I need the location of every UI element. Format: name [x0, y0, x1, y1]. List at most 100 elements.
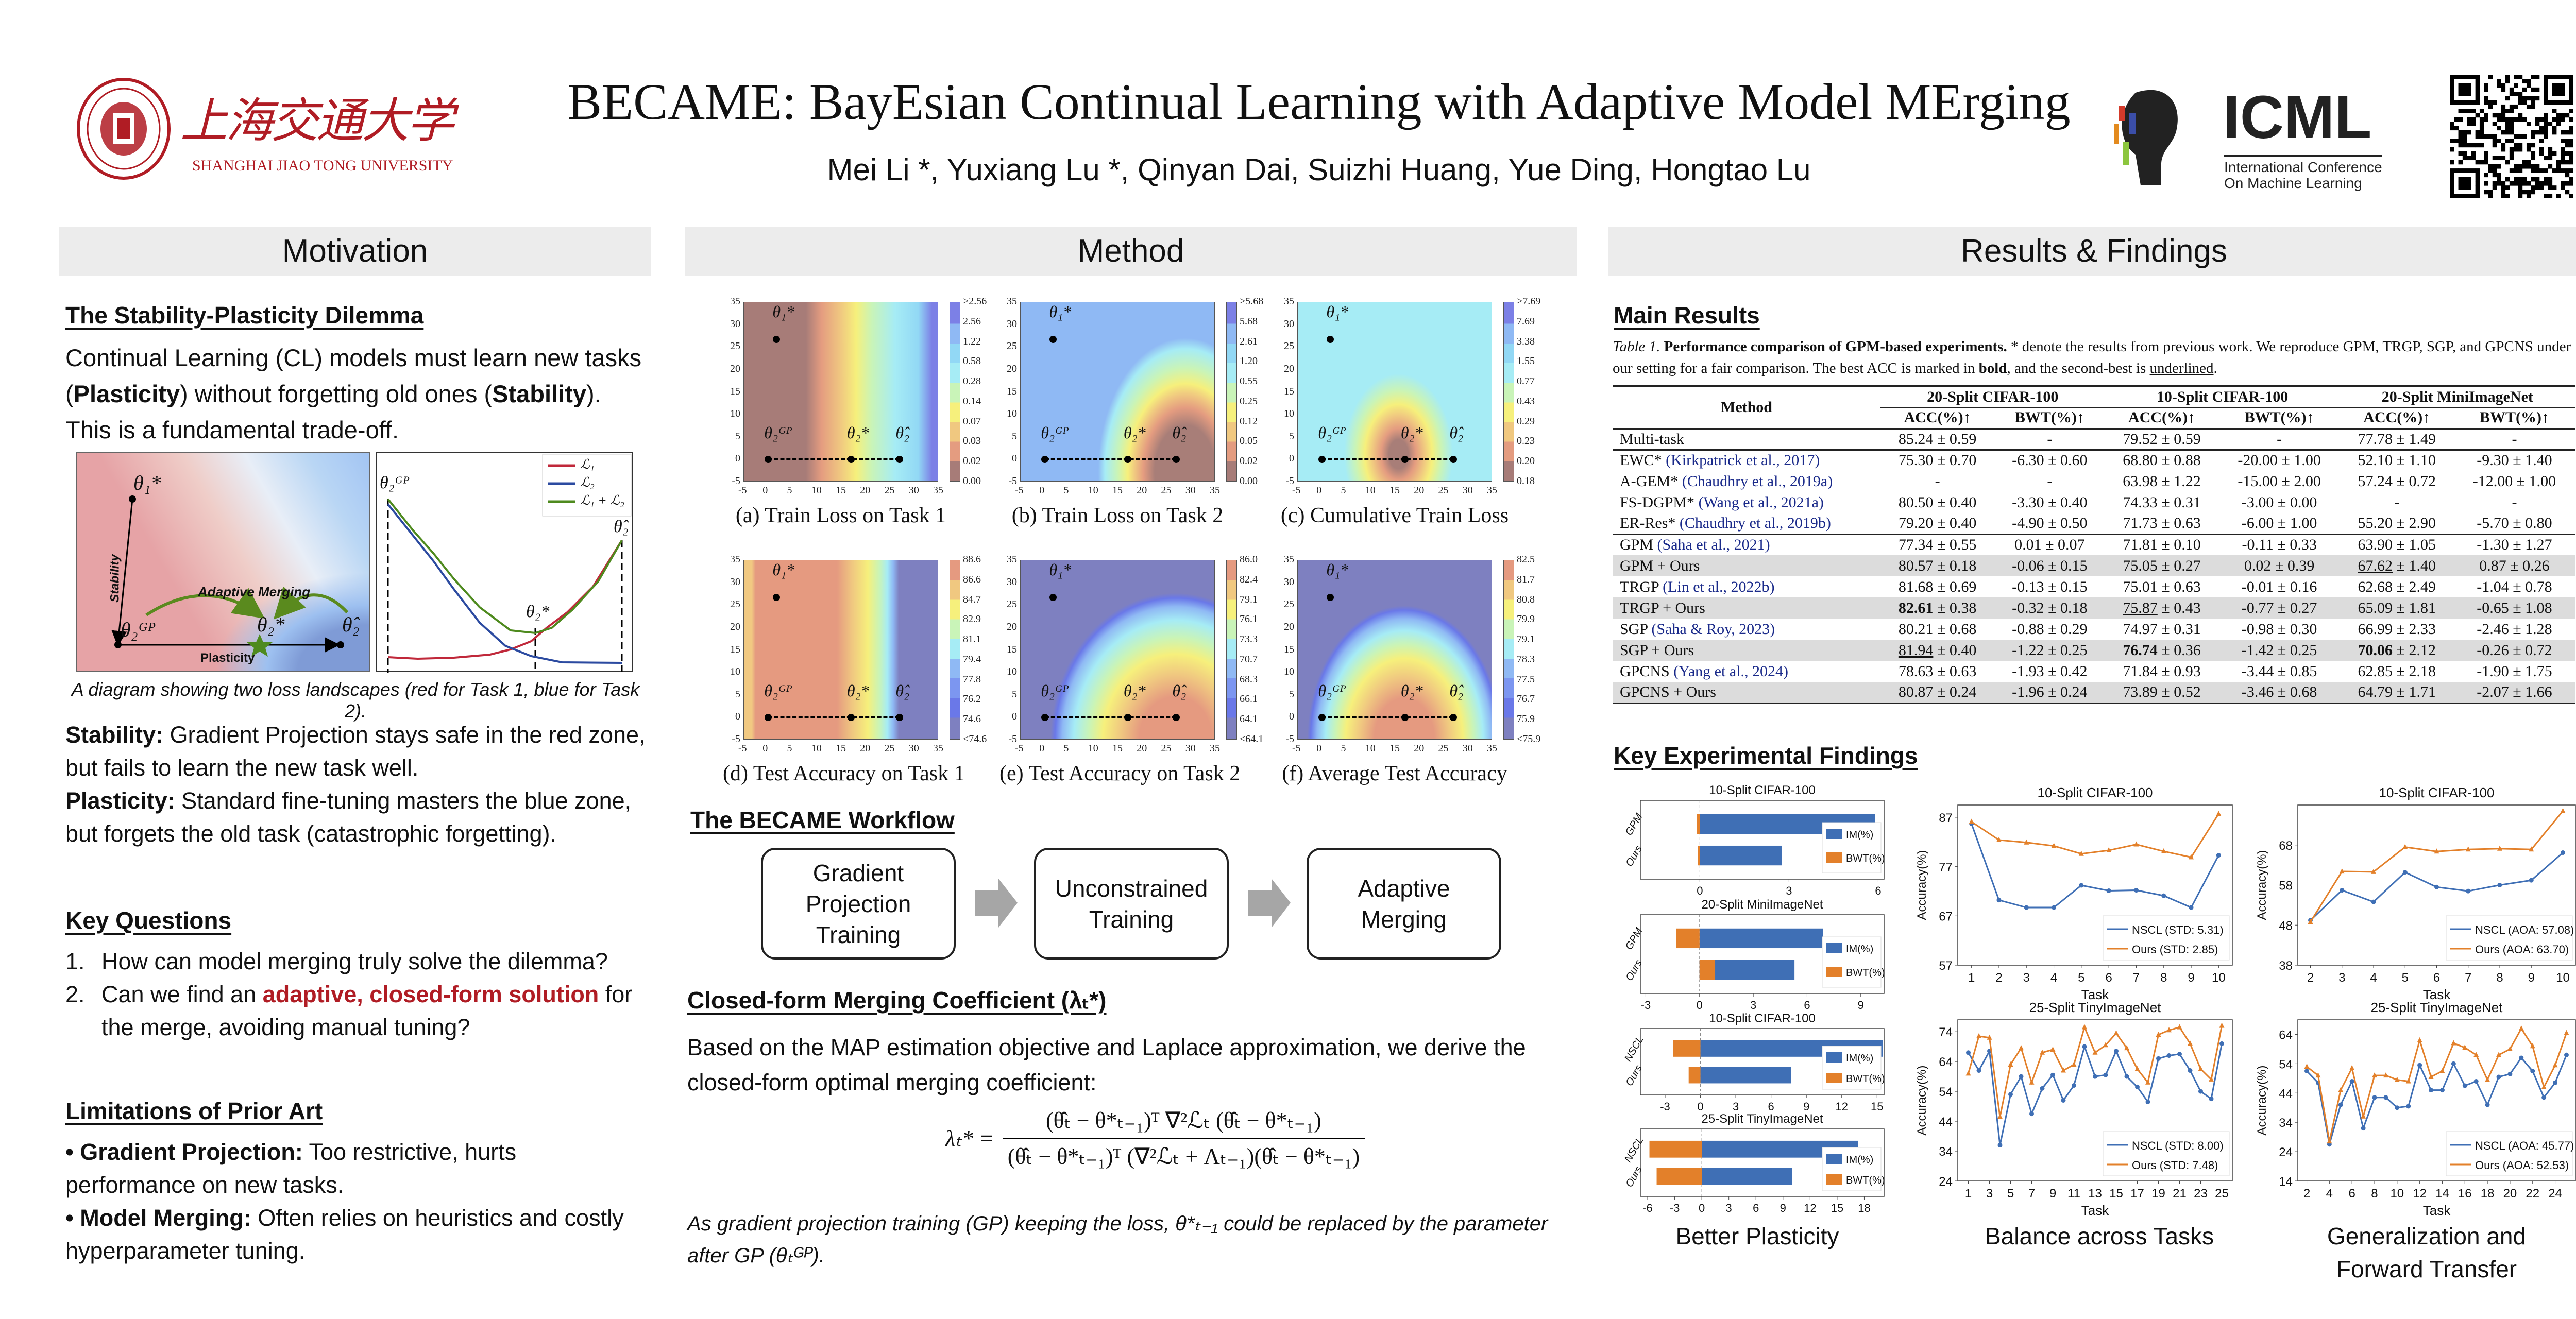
- point-label-theta1_star: θ₁*: [1049, 302, 1072, 321]
- data-point: [2564, 1052, 2569, 1057]
- x-tick-label: 15: [1389, 485, 1400, 496]
- x-tick-label: 1: [1965, 1187, 1972, 1201]
- point-marker-theta2_gp: [765, 714, 772, 722]
- point-label-theta2_gp: θ₂ᴳᴾ: [1318, 681, 1346, 700]
- value-std: ± 0.85: [2274, 662, 2317, 680]
- value-cell: 68.80 ± 0.88: [2105, 450, 2218, 471]
- value-cell: 71.81 ± 0.10: [2105, 534, 2218, 555]
- data-point: [2114, 1049, 2119, 1054]
- value-std: ± 0.16: [2274, 578, 2317, 595]
- data-point: [2093, 1074, 2097, 1079]
- bar-im: [1699, 960, 1795, 980]
- point-marker-theta2_star: [1401, 456, 1409, 464]
- metric-column-header: ACC(%)↑: [2363, 409, 2431, 426]
- x-tick-label: 17: [2130, 1187, 2144, 1201]
- value-std: ± 1.40: [2509, 452, 2552, 469]
- colorbar-label: 81.7: [1517, 573, 1535, 585]
- y-axis-label: Accuracy(%): [1915, 1065, 1929, 1135]
- data-point: [2106, 847, 2112, 853]
- x-tick-label: 16: [2458, 1187, 2472, 1201]
- citation-link[interactable]: (Yang et al., 2024): [1669, 662, 1788, 680]
- workflow-arrow-icon: [975, 879, 1018, 928]
- colorbar-label: 77.8: [963, 673, 981, 685]
- icml-subtitle-1: International Conference: [2224, 155, 2382, 176]
- value-std: ± 0.42: [2044, 662, 2088, 680]
- citation-link[interactable]: (Chaudhry et al., 2019b): [1675, 514, 1831, 532]
- point-marker-theta1_star: [1049, 336, 1057, 344]
- citation-link[interactable]: (Chaudhry et al., 2019a): [1678, 472, 1833, 490]
- series-line: [1971, 823, 2219, 909]
- x-tick-label: 20: [1137, 485, 1147, 496]
- question-2-text: Can we find an adaptive, closed-form sol…: [101, 978, 653, 1044]
- x-tick-label: 25: [1161, 485, 1172, 496]
- merge-path-line: [768, 458, 900, 461]
- data-point: [2541, 1095, 2547, 1100]
- citation-link[interactable]: (Saha et al., 2021): [1653, 536, 1770, 554]
- chart-title: 10-Split CIFAR-100: [1709, 1012, 1816, 1025]
- data-point: [2561, 850, 2565, 855]
- data-point: [2071, 1061, 2077, 1067]
- group-header: 20-Split MiniImageNet: [2340, 386, 2575, 408]
- point-marker-theta2_hat: [896, 456, 904, 464]
- y-tick-label: 30: [730, 576, 740, 588]
- label-plasticity: Plasticity: [200, 651, 255, 665]
- contour-caption: (b) Train Loss on Task 2: [1011, 504, 1224, 527]
- value-std: ± 0.59: [2157, 430, 2201, 448]
- plasticity-paragraph: Plasticity: Standard fine-tuning masters…: [65, 784, 653, 850]
- x-tick-label: 35: [1487, 485, 1497, 496]
- data-point: [2530, 1069, 2535, 1074]
- data-point: [1987, 1034, 1992, 1040]
- key-questions-list: 1. How can model merging truly solve the …: [65, 945, 653, 1044]
- citation-link[interactable]: (Lin et al., 2022b): [1658, 578, 1775, 595]
- data-point: [2338, 1102, 2343, 1107]
- x-tick-label: 15: [836, 485, 846, 496]
- x-tick-label: 6: [1753, 1202, 1759, 1214]
- value-mean: -1.90: [2477, 662, 2509, 680]
- colorbar-label: 82.4: [1240, 573, 1258, 585]
- workflow-step-adaptive-merging: Adaptive Merging: [1307, 848, 1501, 960]
- point-marker-theta2_hat: [1173, 456, 1180, 464]
- stability-label: Stability:: [65, 722, 164, 748]
- colorbar-label: 78.3: [1517, 653, 1535, 665]
- value-std: ± 1.00: [2274, 514, 2317, 532]
- citation-link[interactable]: (Wang et al., 2021a): [1694, 493, 1824, 511]
- value-cell: 80.87 ± 0.24: [1880, 682, 1995, 704]
- qr-code[interactable]: [2450, 75, 2573, 198]
- value-std: ± 0.31: [2157, 620, 2201, 638]
- label-theta2-hat: θ̂₂: [342, 613, 360, 636]
- data-point: [2428, 1073, 2434, 1079]
- x-tick-label: 25: [884, 485, 895, 496]
- caption-better-plasticity: Better Plasticity: [1675, 1223, 1839, 1249]
- citation-link[interactable]: (Saha & Roy, 2023): [1647, 620, 1775, 638]
- value-cell: 0.01 ± 0.07: [1994, 534, 2105, 555]
- x-tick-label: 30: [908, 743, 919, 754]
- point-label-theta2_star: θ₂*: [1400, 681, 1423, 700]
- data-point: [2103, 1072, 2108, 1077]
- value-cell: 65.09 ± 1.81: [2340, 597, 2454, 619]
- value-cell: -: [1880, 471, 1994, 492]
- value-cell: -20.00 ± 1.00: [2219, 450, 2340, 471]
- colorbar-label: 0.00: [1240, 475, 1258, 487]
- colorbar-label: 0.03: [963, 435, 981, 447]
- colorbar-label: 0.20: [1517, 455, 1535, 467]
- value-cell: -: [2340, 492, 2454, 513]
- y-tick-label: 25: [1007, 598, 1017, 610]
- data-point: [2497, 883, 2502, 887]
- label-theta2-star: θ₂*: [257, 613, 285, 636]
- y-tick-label: 25: [730, 598, 740, 610]
- data-point: [2024, 839, 2029, 845]
- y-tick-label: 5: [735, 430, 740, 442]
- value-cell: 63.90 ± 1.05: [2340, 534, 2454, 555]
- x-tick-label: 25: [1438, 743, 1449, 754]
- data-point: [2473, 1079, 2479, 1084]
- citation-link[interactable]: (Kirkpatrick et al., 2017): [1662, 452, 1820, 469]
- colorbar: [1226, 560, 1237, 740]
- x-tick-label: 7: [2028, 1187, 2035, 1201]
- y-tick-label: 15: [1284, 643, 1294, 655]
- y-tick-label: 54: [2279, 1057, 2293, 1071]
- value-mean: -3.30: [2012, 493, 2044, 511]
- data-point: [2402, 844, 2408, 849]
- point-marker-theta2_hat: [896, 714, 904, 722]
- series-line: [2306, 1054, 2567, 1145]
- data-point: [2156, 1056, 2161, 1061]
